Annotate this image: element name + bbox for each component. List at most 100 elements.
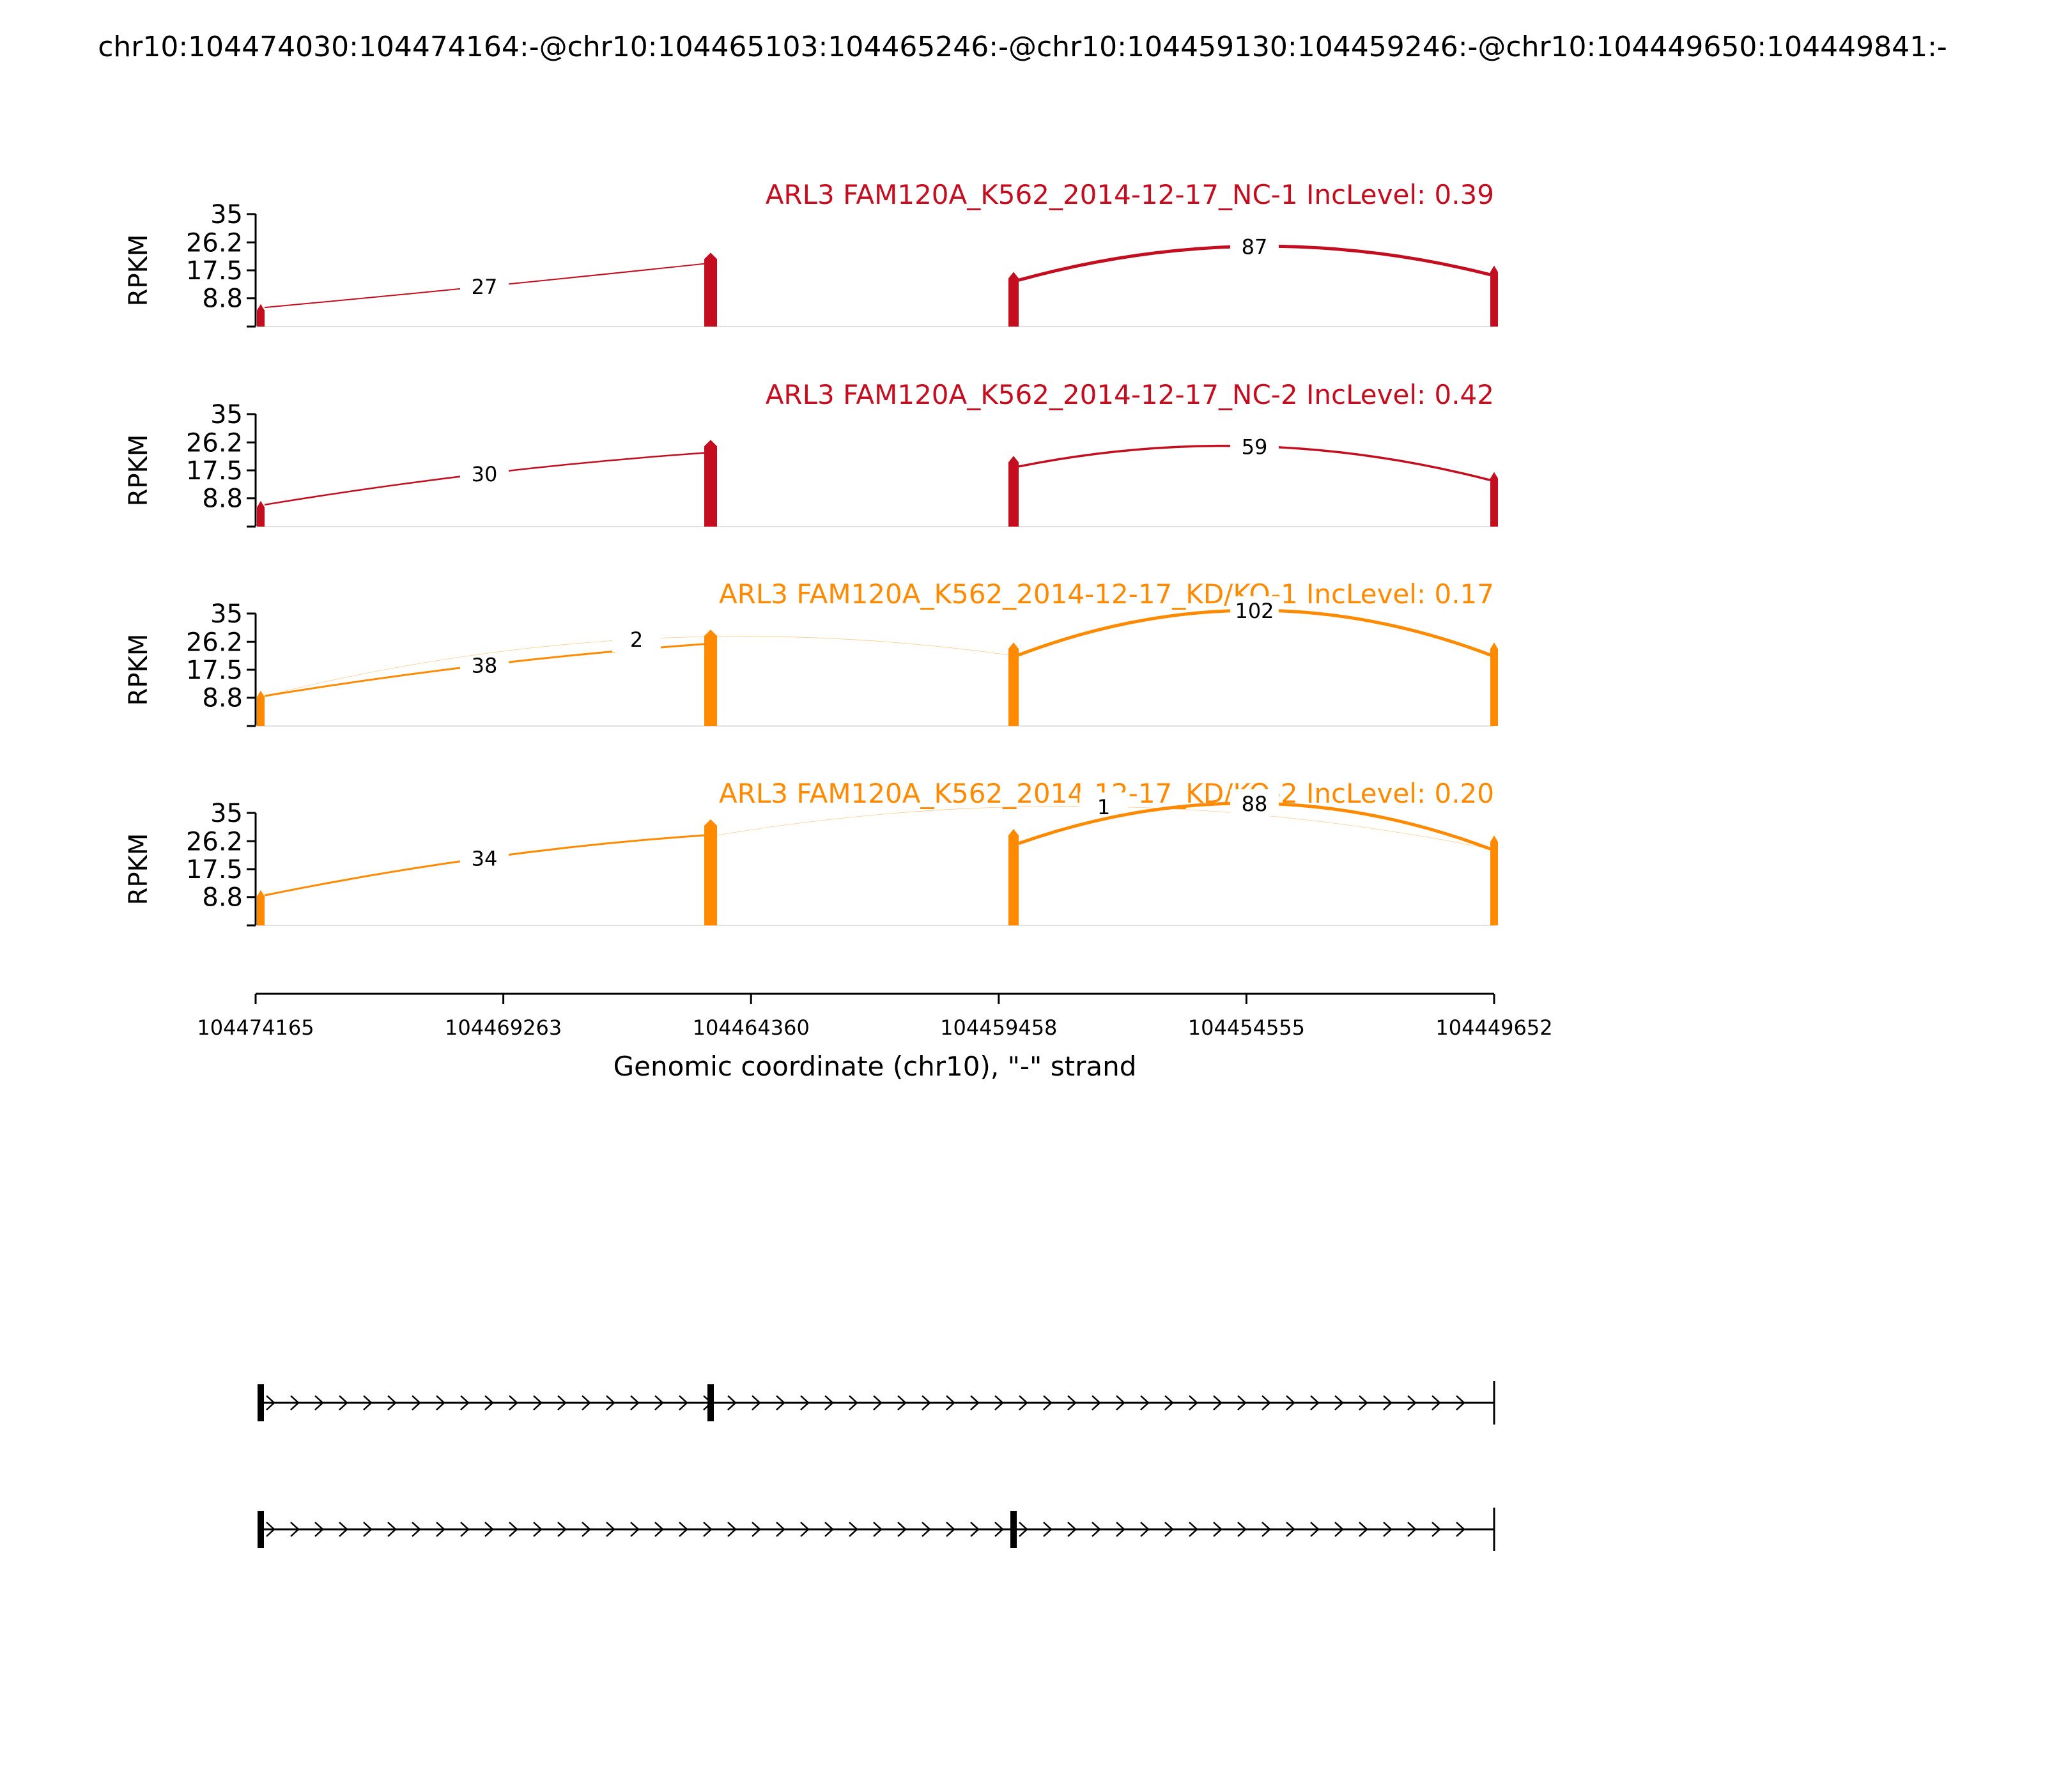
strand-arrow: [654, 1395, 664, 1410]
figure-title: chr10:104474030:104474164:-@chr10:104465…: [98, 31, 1947, 63]
x-tick-label: 104464360: [693, 1016, 810, 1040]
strand-arrow: [1116, 1395, 1125, 1410]
strand-arrow: [630, 1395, 640, 1410]
strand-arrow: [994, 1395, 1004, 1410]
exon-block: [1010, 1511, 1017, 1548]
strand-arrow: [1237, 1522, 1247, 1537]
strand-arrow: [606, 1395, 615, 1410]
strand-arrow: [1140, 1395, 1150, 1410]
sashimi-panel: 8.817.526.235 RPKM ARL3 FAM120A_K562_2014-…: [124, 578, 1498, 727]
isoform-track: [258, 1508, 1495, 1551]
strand-arrow: [412, 1522, 421, 1537]
strand-arrow: [800, 1395, 810, 1410]
y-tick-label: 26.2: [186, 428, 243, 458]
exon-coverage: [1008, 456, 1019, 527]
strand-arrow: [1407, 1522, 1417, 1537]
strand-arrow: [484, 1395, 494, 1410]
strand-arrow: [824, 1395, 834, 1410]
strand-arrow: [1019, 1522, 1028, 1537]
strand-arrow: [1334, 1395, 1344, 1410]
strand-arrow: [873, 1395, 883, 1410]
strand-arrow: [824, 1522, 834, 1537]
strand-arrow: [436, 1522, 445, 1537]
strand-arrow: [533, 1522, 543, 1537]
junction-label-bg: [1230, 596, 1279, 623]
strand-arrow: [460, 1395, 470, 1410]
strand-arrow: [339, 1522, 348, 1537]
strand-arrow: [1092, 1522, 1101, 1537]
junction-label-bg: [460, 651, 509, 678]
strand-arrow: [1286, 1522, 1295, 1537]
exon-coverage: [1008, 272, 1019, 327]
strand-arrow: [1237, 1395, 1247, 1410]
exon-block: [1493, 1381, 1495, 1425]
strand-arrow: [630, 1522, 640, 1537]
strand-arrow: [387, 1522, 397, 1537]
strand-arrow: [1213, 1395, 1223, 1410]
strand-arrow: [1116, 1522, 1125, 1537]
strand-arrow: [800, 1522, 810, 1537]
strand-arrow: [606, 1522, 615, 1537]
junction-label: 30: [472, 462, 498, 486]
junction-label-bg: [1230, 432, 1279, 460]
strand-arrow: [970, 1395, 980, 1410]
junction-label: 34: [472, 846, 498, 870]
strand-arrow: [1359, 1395, 1368, 1410]
junction-label-bg: [612, 625, 661, 653]
y-tick-label: 35: [210, 400, 243, 429]
strand-arrow: [849, 1522, 858, 1537]
strand-arrow: [727, 1522, 737, 1537]
strand-arrow: [849, 1395, 858, 1410]
strand-arrow: [290, 1395, 300, 1410]
strand-arrow: [339, 1395, 348, 1410]
panel-title: ARL3 FAM120A_K562_2014-12-17_NC-2 IncLev…: [766, 379, 1494, 410]
exon-coverage: [1490, 472, 1498, 527]
junction-label: 59: [1242, 435, 1268, 459]
strand-arrow: [533, 1395, 543, 1410]
junction-label: 27: [472, 275, 498, 299]
isoform-track: [258, 1381, 1495, 1425]
exon-coverage: [1008, 642, 1019, 726]
y-axis-label: RPKM: [124, 435, 153, 507]
junction-label-bg: [1230, 232, 1279, 259]
strand-arrow: [1067, 1395, 1077, 1410]
strand-arrow: [679, 1522, 688, 1537]
x-tick-label: 104474165: [197, 1016, 314, 1040]
strand-arrow: [314, 1522, 324, 1537]
exon-coverage: [1490, 265, 1498, 327]
sashimi-panel: 8.817.526.235 RPKM ARL3 FAM120A_K562_2014-…: [124, 179, 1498, 328]
strand-arrow: [1189, 1395, 1198, 1410]
strand-arrow: [873, 1522, 883, 1537]
y-tick-label: 26.2: [186, 228, 243, 258]
y-axis-label: RPKM: [124, 235, 153, 307]
strand-arrow: [1164, 1395, 1174, 1410]
junction-label: 102: [1235, 599, 1274, 623]
strand-arrow: [1262, 1522, 1271, 1537]
exon-coverage: [704, 819, 717, 925]
y-tick-label: 17.5: [186, 456, 243, 486]
y-tick-label: 17.5: [186, 855, 243, 884]
strand-arrow: [776, 1522, 785, 1537]
strand-arrow: [412, 1395, 421, 1410]
strand-arrow: [436, 1395, 445, 1410]
strand-arrow: [1164, 1522, 1174, 1537]
x-axis-label: Genomic coordinate (chr10), "-" strand: [614, 1051, 1137, 1082]
strand-arrow: [582, 1522, 591, 1537]
strand-arrow: [776, 1395, 785, 1410]
strand-arrow: [1359, 1522, 1368, 1537]
strand-arrow: [363, 1395, 373, 1410]
exon-coverage: [1008, 829, 1019, 925]
strand-arrow: [1383, 1395, 1393, 1410]
strand-arrow: [1310, 1395, 1320, 1410]
exon-block: [258, 1384, 264, 1421]
exon-coverage: [257, 304, 265, 327]
strand-arrow: [1432, 1395, 1441, 1410]
y-tick-label: 26.2: [186, 628, 243, 657]
strand-arrow: [1262, 1395, 1271, 1410]
junction-label-bg: [1230, 789, 1279, 816]
exon-block: [258, 1511, 264, 1548]
y-tick-label: 35: [210, 200, 243, 229]
exon-coverage: [257, 890, 265, 925]
strand-arrow: [1334, 1522, 1344, 1537]
